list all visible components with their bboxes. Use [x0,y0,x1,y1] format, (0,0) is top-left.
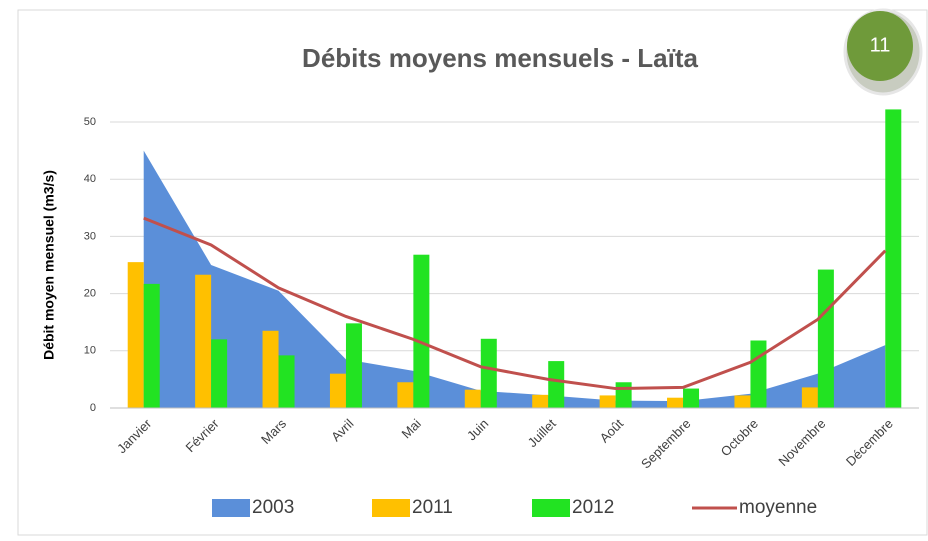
bar [801,387,818,408]
bar [413,254,430,408]
bar [885,109,902,408]
bar [683,388,700,408]
legend-swatch [532,499,570,517]
y-axis-label: Débit moyen mensuel (m3/s) [41,170,57,360]
bar [262,330,279,408]
legend-swatch [212,499,250,517]
bar [143,283,160,408]
legend-label: moyenne [739,497,817,518]
badge [847,11,913,81]
bar [615,382,632,408]
bar [278,355,295,408]
bar [532,394,549,408]
area [143,150,886,408]
legend-label: 2012 [572,497,614,518]
bar [397,382,414,408]
legend-swatch [372,499,410,517]
bar [195,274,212,408]
bar [480,338,497,408]
legend-label: 2003 [252,497,294,518]
bar [548,361,565,408]
y-tick-label: 20 [84,288,96,300]
y-tick-label: 40 [84,173,96,185]
bar [750,340,767,408]
chart-title: Débits moyens mensuels - Laïta [302,43,698,73]
legend-label: 2011 [412,497,453,518]
bar [127,262,144,408]
bar [211,339,228,408]
bar [817,269,834,408]
bar [734,395,751,408]
bar [667,397,684,408]
badge-number: 11 [870,34,891,56]
y-tick-label: 50 [84,116,96,128]
bar [464,389,481,408]
y-tick-label: 10 [84,345,96,357]
y-tick-label: 0 [90,402,96,414]
line [143,216,887,391]
bar [599,395,616,408]
bar [345,323,362,408]
bar [329,373,346,408]
y-tick-label: 30 [84,230,96,242]
